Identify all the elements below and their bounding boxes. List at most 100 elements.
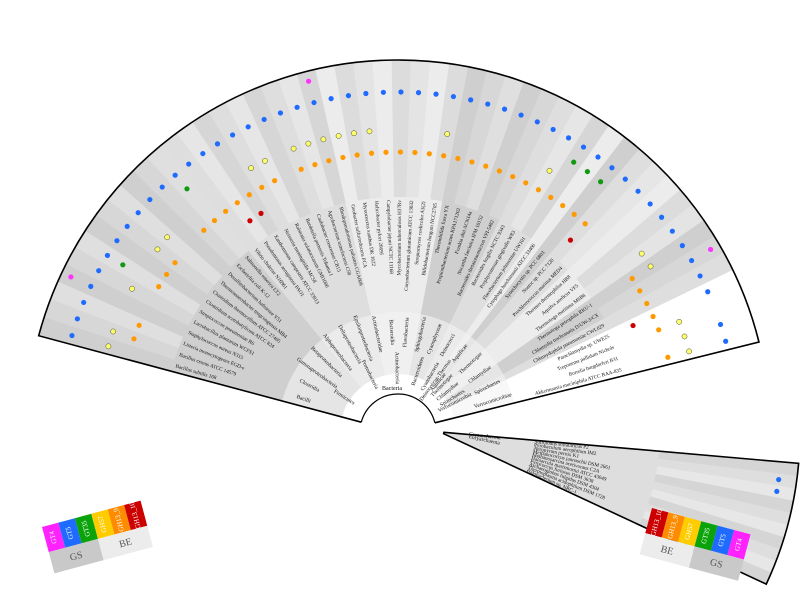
gt35-dot [597, 179, 604, 185]
lower-species-band [657, 458, 798, 489]
gh13-9-dot [234, 200, 240, 206]
species-label: Helicobacter pylori 26695 [373, 201, 384, 256]
gt5-dot [398, 89, 404, 95]
gh13-9-dot [629, 275, 635, 282]
legend-swatch [678, 516, 702, 547]
legend-be-label: BE [659, 544, 674, 558]
species-band [85, 214, 208, 305]
species-band [568, 175, 681, 279]
gh13-9-dot [469, 159, 475, 165]
gt5-dot [595, 154, 601, 160]
legend-swatch [124, 500, 148, 531]
species-band [50, 281, 184, 349]
class-label: Bacteroidia [387, 319, 395, 345]
gt35-dot [184, 186, 190, 192]
gh57-dot [105, 343, 112, 350]
gh13-9-dot [412, 149, 418, 156]
gt5-dot [124, 223, 130, 230]
species-band [96, 199, 215, 295]
class-label: Flavobacteria [402, 317, 410, 348]
lower-outline [442, 431, 800, 586]
species-band [192, 111, 279, 237]
gh13-9-dot [136, 322, 142, 328]
gh57-dot [110, 328, 117, 335]
gh57-dot [305, 140, 312, 147]
gh13-9-dot [163, 271, 170, 278]
lower-species-band [648, 496, 785, 550]
legend-swatch [42, 522, 66, 553]
legend-swatch [661, 512, 685, 542]
gt5-dot [534, 119, 540, 125]
gt5-dot [69, 332, 75, 339]
gt5-dot [580, 144, 587, 150]
species-band [488, 88, 560, 221]
gt5-dot [311, 99, 317, 106]
gt5-dot [647, 201, 653, 207]
gh13-9-dot [298, 166, 304, 172]
gh57-dot [647, 263, 654, 270]
gh13-9-dot [354, 152, 360, 158]
fan-outline [37, 59, 760, 424]
gt35-dot [571, 159, 577, 165]
gt4-dot [707, 246, 714, 253]
gt5-dot [697, 273, 703, 279]
species-band [550, 149, 654, 262]
species-band [260, 79, 323, 214]
species-label: Corynebacterium glutamicum ATCC 13032 [404, 200, 415, 291]
gh13-10-dot [630, 322, 636, 329]
lower-species-band [654, 473, 794, 513]
gt5-dot [135, 210, 141, 216]
gh13-9-dot [571, 211, 577, 217]
species-band [418, 61, 450, 200]
gh13-9-dot [560, 202, 566, 209]
species-band [147, 144, 249, 259]
gt5-dot [104, 252, 111, 259]
gh13-9-dot [312, 162, 318, 168]
gt5-dot [518, 112, 524, 118]
gh13-9-dot [441, 153, 447, 159]
gh13-9-dot [223, 208, 229, 214]
gt4-dot [68, 274, 74, 280]
species-band [541, 136, 640, 254]
lower-species-band [655, 466, 796, 501]
legend-swatch [694, 521, 718, 551]
gh57-dot [686, 348, 692, 355]
legend-label: GT4 [733, 537, 744, 552]
gh57-dot [638, 250, 645, 257]
species-band [454, 70, 506, 208]
gt5-dot [689, 257, 695, 264]
species-band [225, 93, 300, 224]
gh13-9-dot [483, 163, 489, 169]
gh13-9-dot [510, 173, 516, 180]
legend-group-be [639, 533, 695, 568]
tree-root: Bacteria [360, 386, 436, 423]
species-band [107, 184, 223, 286]
gt5-dot [433, 91, 439, 97]
species-band [406, 60, 431, 198]
gh57-dot [546, 167, 553, 174]
gt5-dot [345, 93, 352, 99]
gh13-9-dot [656, 327, 662, 333]
legend-group-be [97, 525, 153, 561]
gt5-dot [679, 243, 685, 249]
gh57-dot [262, 158, 268, 164]
phylum-label: Actinobacteria [393, 352, 400, 385]
species-band [372, 60, 394, 198]
gh13-9-dot [156, 284, 162, 290]
species-band [597, 236, 724, 319]
gh13-10-dot [258, 210, 264, 216]
gh13-10-dot [247, 218, 253, 224]
species-band [531, 125, 625, 246]
gt5-dot [501, 106, 508, 112]
gt5-dot [230, 132, 236, 138]
species-band [499, 96, 577, 226]
clade-bands [38, 59, 733, 423]
species-band [391, 60, 411, 198]
gh57-dot [681, 333, 688, 340]
species-band [591, 220, 715, 309]
gt5-dot [88, 283, 94, 289]
gh13-9-dot [259, 184, 265, 190]
